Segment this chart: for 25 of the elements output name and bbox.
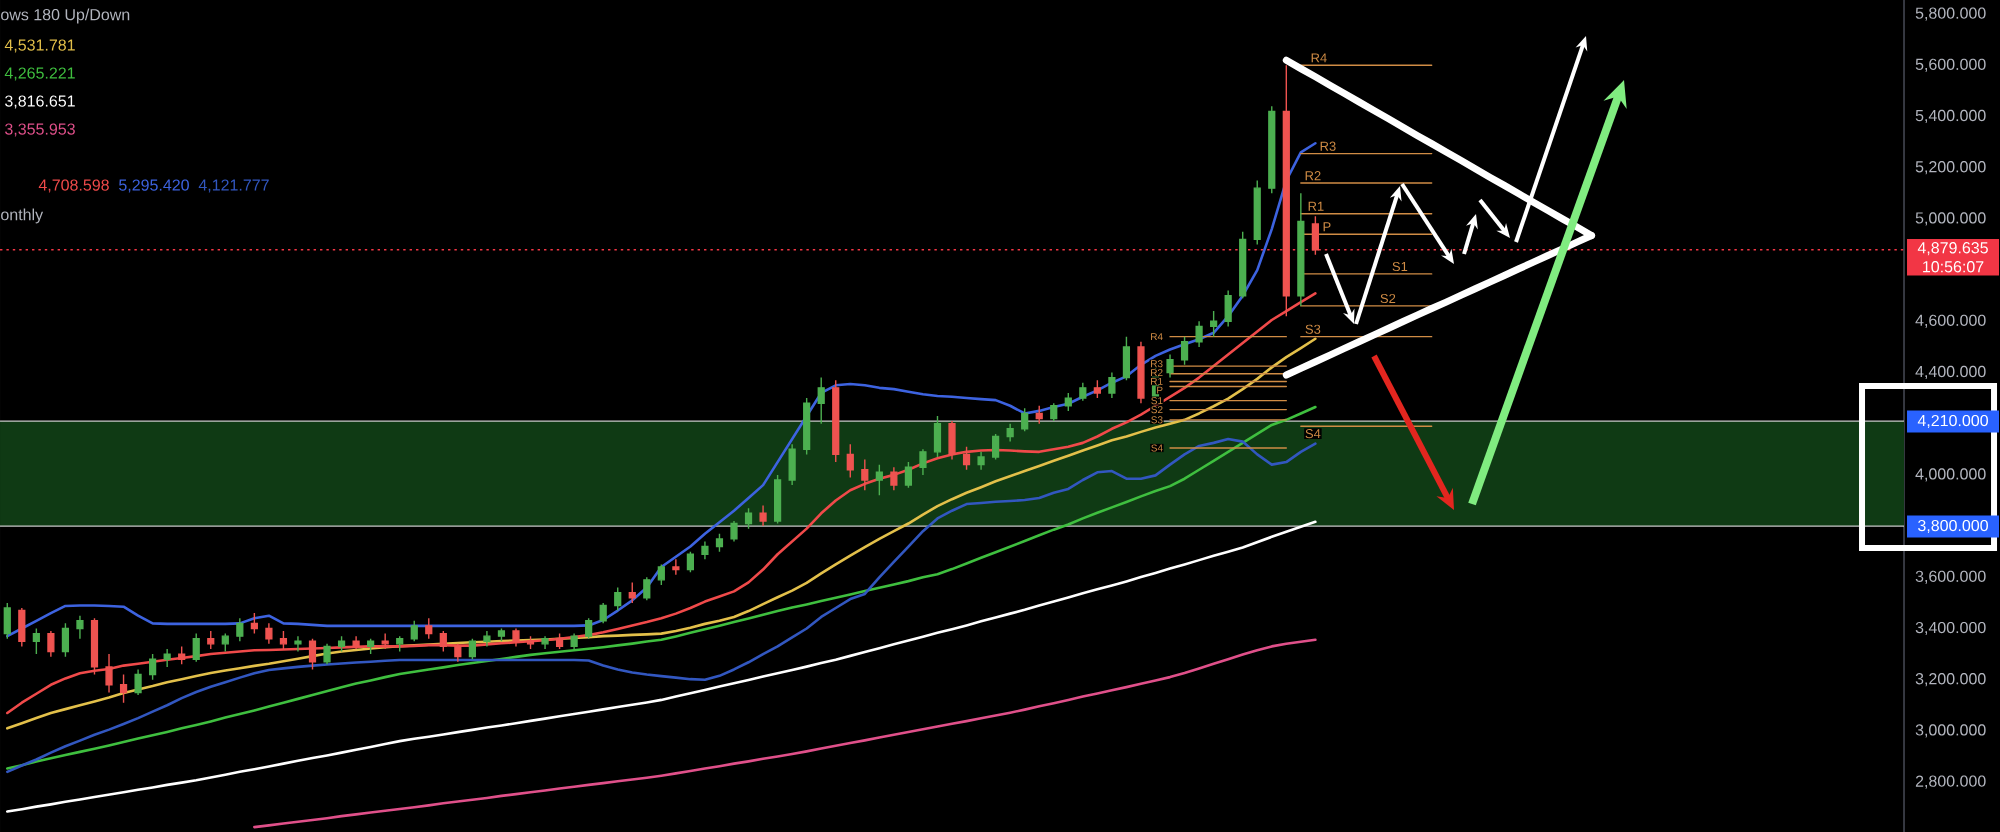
y-tick-label: 5,600.000 (1915, 58, 1986, 72)
y-tick-label: 5,000.000 (1915, 212, 1986, 226)
y-tick-label: 3,200.000 (1915, 673, 1986, 687)
text: 4,265.221 (4, 67, 75, 81)
text: 3,816.651 (5, 95, 75, 109)
text: 3,355.953 (5, 123, 75, 137)
ref-line-label: 3,800.000 (1918, 519, 1988, 534)
y-tick-label: 4,600.000 (1915, 314, 1986, 328)
y-tick-label: 5,400.000 (1915, 109, 1986, 124)
legend-title: ows 180 Up/Down (1, 8, 130, 24)
y-tick-label: 4,000.000 (1915, 468, 1986, 482)
text: 4,708.598 (38, 179, 109, 193)
y-tick-label: 3,400.000 (1915, 621, 1986, 636)
y-tick-label: 4,400.000 (1915, 365, 1986, 380)
ref-line-label: 4,879.635 10:56:07 (1917, 242, 1988, 273)
text: 5,295.420 (119, 179, 189, 193)
y-tick-label: 3,000.000 (1915, 724, 1986, 738)
y-tick-label: 5,200.000 (1915, 161, 1986, 175)
text: 4,121.777 (198, 179, 269, 193)
y-tick-label: 2,800.000 (1915, 775, 1986, 789)
ref-line-label: 4,210.000 (1917, 414, 1988, 429)
annotation: onthly (1, 208, 44, 224)
y-tick-label: 3,600.000 (1915, 570, 1986, 584)
y-tick-label: 5,800.000 (1915, 7, 1986, 21)
text: 4,531.781 (4, 39, 75, 53)
